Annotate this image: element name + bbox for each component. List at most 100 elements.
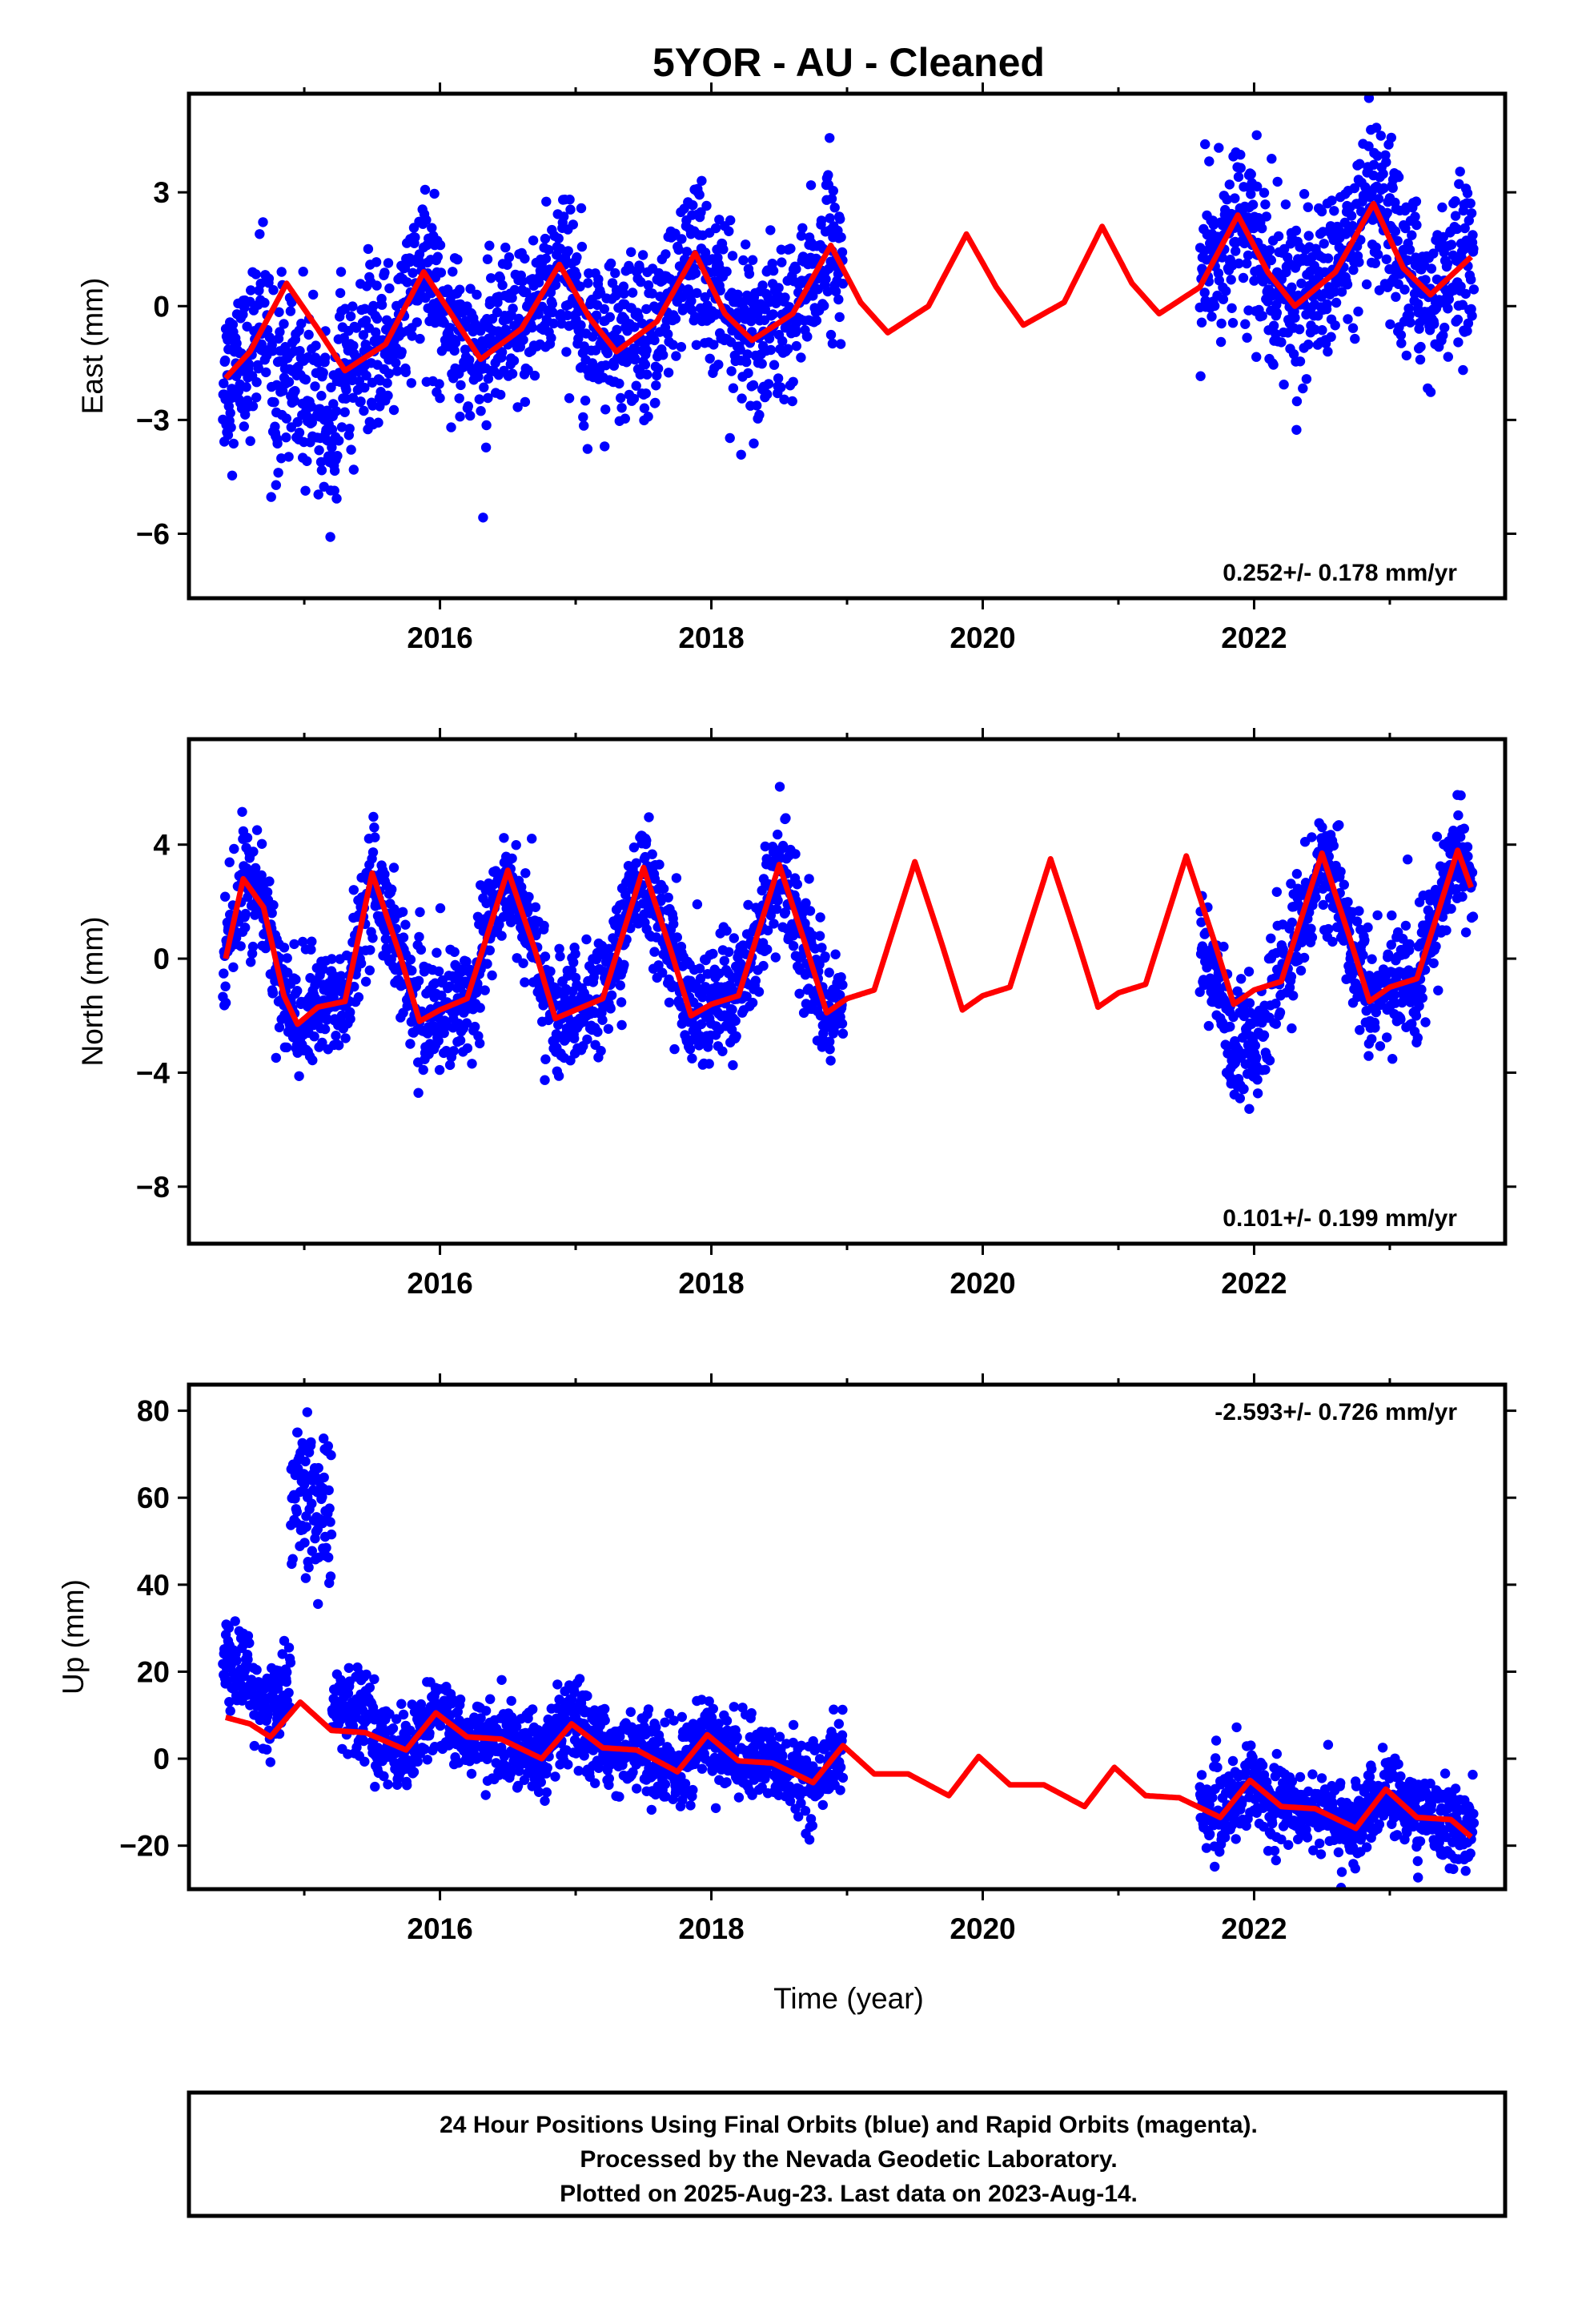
data-point [1233, 171, 1244, 183]
data-point [765, 910, 776, 921]
data-point [1450, 211, 1461, 221]
data-point [440, 1018, 452, 1028]
data-point [455, 1694, 466, 1705]
data-point [743, 368, 753, 379]
data-point [571, 270, 582, 281]
data-point [670, 313, 681, 324]
data-point [370, 832, 380, 842]
data-point [414, 931, 424, 943]
data-point [1328, 840, 1339, 851]
data-point [1351, 916, 1363, 927]
data-point [576, 241, 588, 252]
data-point [273, 468, 283, 478]
data-point [628, 393, 640, 404]
data-point [318, 368, 328, 378]
data-point [251, 377, 262, 388]
data-point [829, 203, 840, 213]
data-point [300, 1456, 311, 1467]
data-point [673, 244, 684, 255]
data-point [435, 903, 446, 914]
data-point [1358, 950, 1368, 960]
data-point [1271, 999, 1281, 1009]
data-point [1379, 183, 1389, 194]
data-point [689, 312, 701, 322]
data-point [472, 289, 482, 300]
data-point [402, 1001, 412, 1011]
data-point [1310, 324, 1320, 335]
data-point [1235, 150, 1246, 160]
data-point [268, 285, 279, 296]
data-point [600, 404, 611, 415]
data-point [327, 424, 338, 435]
data-point [1280, 199, 1291, 210]
data-point [313, 1598, 323, 1610]
data-point [396, 347, 407, 357]
data-point [554, 943, 564, 955]
data-point [709, 340, 719, 350]
data-point [368, 300, 379, 312]
data-point [398, 1709, 409, 1720]
data-point [565, 204, 576, 215]
data-point [1372, 249, 1383, 259]
data-point [728, 1059, 738, 1071]
data-point [253, 363, 264, 374]
data-point [1375, 1041, 1386, 1051]
data-point [737, 393, 747, 404]
data-point [223, 1622, 234, 1634]
data-point [681, 247, 693, 257]
data-point [1367, 1034, 1377, 1044]
data-point [1450, 196, 1460, 207]
data-point [285, 306, 296, 316]
y-tick-label: 0 [153, 943, 170, 975]
data-point [415, 907, 425, 918]
data-point [520, 253, 530, 264]
data-point [724, 226, 734, 236]
data-point [481, 420, 492, 431]
data-point [830, 949, 841, 959]
data-point [769, 919, 779, 929]
east-model-curve [223, 200, 1473, 380]
data-point [570, 972, 581, 983]
data-point [692, 899, 703, 910]
data-point [1381, 157, 1391, 167]
data-point [1264, 245, 1275, 255]
data-point [541, 196, 552, 207]
data-point [281, 1677, 291, 1687]
data-point [1382, 207, 1392, 218]
data-point [527, 834, 537, 844]
data-point [694, 963, 705, 974]
data-point [641, 304, 652, 315]
data-point [529, 370, 540, 381]
data-point [1234, 258, 1244, 269]
data-point [762, 389, 773, 400]
data-point [1429, 319, 1439, 329]
data-point [727, 1004, 737, 1015]
data-point [1370, 1023, 1380, 1033]
data-point [1411, 196, 1422, 207]
data-point [752, 400, 762, 411]
data-point [369, 822, 379, 833]
data-point [434, 379, 444, 389]
x-tick-label: 2018 [678, 621, 744, 654]
data-point [1252, 1075, 1263, 1085]
data-point [631, 858, 641, 869]
data-point [600, 441, 610, 452]
data-point [220, 891, 231, 902]
data-point [225, 1706, 235, 1716]
data-point [738, 255, 749, 266]
data-point [483, 373, 494, 384]
data-point [568, 219, 578, 230]
data-point [418, 1064, 428, 1076]
data-point [825, 329, 837, 340]
data-point [1195, 371, 1206, 381]
data-point [367, 1702, 379, 1713]
data-point [229, 843, 239, 854]
data-point [237, 806, 247, 817]
data-point [348, 464, 359, 475]
data-point [321, 1542, 331, 1554]
data-point [1455, 167, 1465, 177]
data-point [384, 1709, 395, 1719]
data-point [314, 445, 324, 456]
data-point [1378, 168, 1388, 179]
